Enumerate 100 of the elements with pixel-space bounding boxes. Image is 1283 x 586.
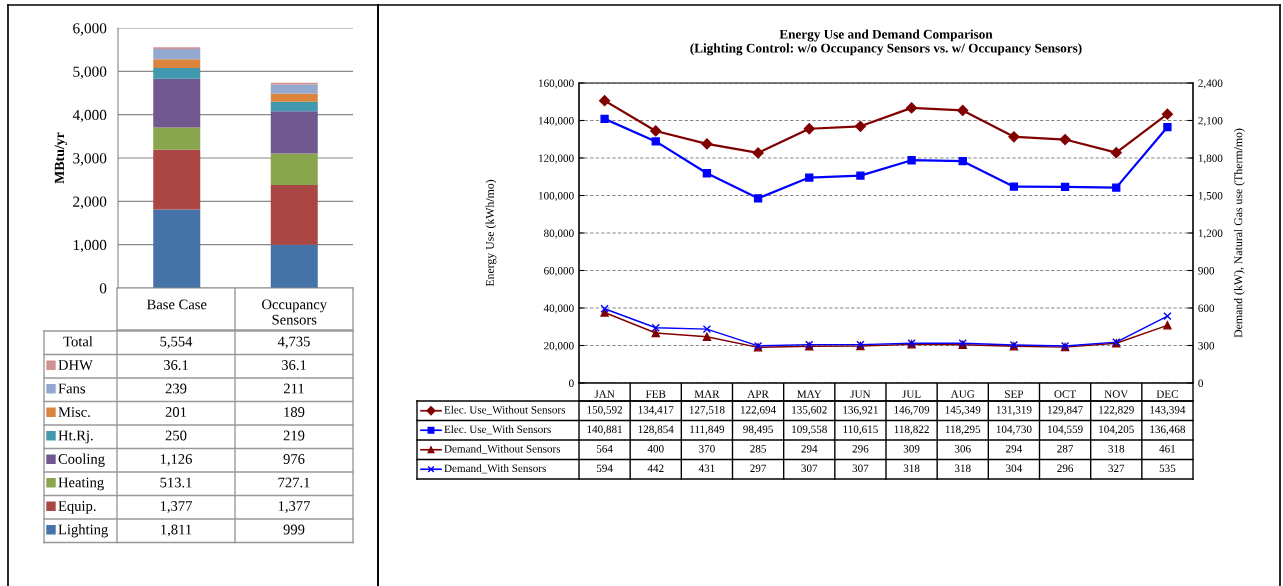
data-label: 122,694	[741, 406, 776, 416]
point	[803, 123, 815, 135]
data-label: 146,709	[894, 406, 930, 416]
point	[1060, 182, 1070, 192]
point	[1009, 182, 1019, 191]
point	[702, 332, 712, 341]
legend-label: DHW	[58, 360, 93, 370]
text: Total	[63, 336, 93, 347]
data-label: 109,558	[792, 425, 827, 435]
data-label: 1,126	[160, 454, 192, 466]
y-tick-label: 4,000	[72, 109, 107, 123]
legend-label: Lighting	[58, 524, 108, 538]
data-label: 307	[852, 464, 869, 473]
point	[958, 157, 967, 166]
x-tick-label: Base Case	[147, 299, 207, 310]
data-label: 140,881	[587, 425, 622, 435]
text: 5,554	[160, 336, 193, 349]
legend-label: Ht.Rj.	[58, 430, 93, 444]
point	[600, 308, 609, 317]
bar	[153, 48, 201, 60]
data-label: 118,822	[894, 425, 929, 435]
y2-tick-label: 2,400	[1198, 79, 1223, 89]
data-label: 150,592	[587, 406, 623, 416]
data-label: 136,468	[1150, 425, 1186, 435]
y2-tick-label: 1,200	[1198, 229, 1223, 239]
x-tick-label: JUN	[850, 390, 871, 398]
data-label: 128,854	[638, 425, 674, 435]
data-label: 135,602	[792, 406, 827, 416]
x-tick-label: JUL	[902, 390, 921, 398]
data-label: 131,319	[996, 406, 1032, 416]
data-label: 294	[1006, 445, 1023, 453]
bar	[270, 93, 318, 102]
data-label: 431	[698, 464, 715, 473]
y-tick-label: 6,000	[73, 23, 107, 36]
bar	[270, 185, 318, 245]
data-label: 318	[903, 464, 920, 473]
data-label: 104,559	[1048, 425, 1083, 435]
point	[1163, 321, 1172, 330]
y2-axis-title: Demand (kW), Natural Gas use (Therm/mo)	[1233, 128, 1245, 338]
point	[650, 125, 662, 137]
point	[1008, 131, 1020, 143]
point	[1163, 122, 1172, 132]
data-label: 110,615	[843, 425, 878, 435]
legend-label: Elec. Use_Without Sensors	[444, 405, 566, 415]
legend-label: Demand_Without Sensors	[444, 444, 561, 454]
bar	[153, 78, 201, 128]
data-label: 1,377	[160, 501, 192, 513]
y-tick-label: 120,000	[539, 154, 574, 164]
data-label: 535	[1159, 464, 1176, 473]
point	[1059, 133, 1071, 146]
data-label: 219	[283, 430, 305, 441]
y-tick-label: 20,000	[544, 341, 574, 352]
data-label: 294	[801, 445, 818, 453]
y-tick-label: 2,000	[73, 196, 107, 209]
legend-label: Equip.	[58, 501, 96, 514]
y2-tick-label: 600	[1198, 304, 1215, 312]
data-label: 564	[596, 445, 613, 453]
data-label: 307	[801, 464, 818, 473]
point	[600, 304, 609, 313]
y-tick-label: 0	[99, 283, 107, 294]
data-label: 594	[596, 464, 613, 473]
point	[753, 194, 763, 203]
y-tick-label: 3,000	[73, 153, 107, 166]
bar	[270, 101, 318, 112]
y-axis-title: MBtu/yr	[54, 132, 67, 184]
data-label: 1,811	[161, 524, 192, 537]
bar	[270, 153, 318, 186]
bar	[270, 84, 318, 94]
y-tick-label: 40,000	[543, 304, 574, 314]
y2-tick-label: 2,100	[1198, 116, 1223, 127]
bar	[153, 67, 201, 79]
data-label: 400	[647, 445, 664, 453]
bar	[153, 149, 201, 210]
point	[701, 138, 713, 150]
data-label: 296	[1057, 464, 1074, 473]
point	[905, 102, 918, 114]
data-label: 306	[954, 445, 971, 453]
point	[1163, 311, 1172, 321]
data-label: 327	[1108, 464, 1125, 473]
y-axis-title: Energy Use (kWh/mo)	[485, 179, 497, 287]
x-tick-label: JAN	[594, 390, 615, 398]
point	[651, 328, 660, 338]
data-label: 297	[750, 464, 767, 473]
data-label: 122,829	[1099, 406, 1134, 416]
point	[1161, 108, 1174, 120]
y-tick-label: 5,000	[73, 66, 107, 79]
x-tick-label: AUG	[950, 390, 975, 398]
point	[854, 120, 867, 132]
bar	[270, 111, 318, 154]
data-label: 118,295	[945, 425, 981, 435]
x-tick-label: MAR	[694, 390, 720, 398]
y-tick-label: 80,000	[544, 229, 574, 239]
x-tick-label: Occupancy Sensors	[262, 299, 327, 325]
data-label: 1,377	[278, 501, 310, 513]
chart-title: Energy Use and Demand Comparison (Lighting Control: w/o Occupancy Sensors vs. w/ Occupancy Sensors)	[690, 29, 1082, 56]
x-tick-label: NOV	[1104, 390, 1129, 398]
bar	[153, 209, 201, 288]
data-label: 143,394	[1150, 406, 1186, 416]
data-label: 134,417	[638, 406, 674, 416]
data-label: 36.1	[281, 360, 306, 370]
